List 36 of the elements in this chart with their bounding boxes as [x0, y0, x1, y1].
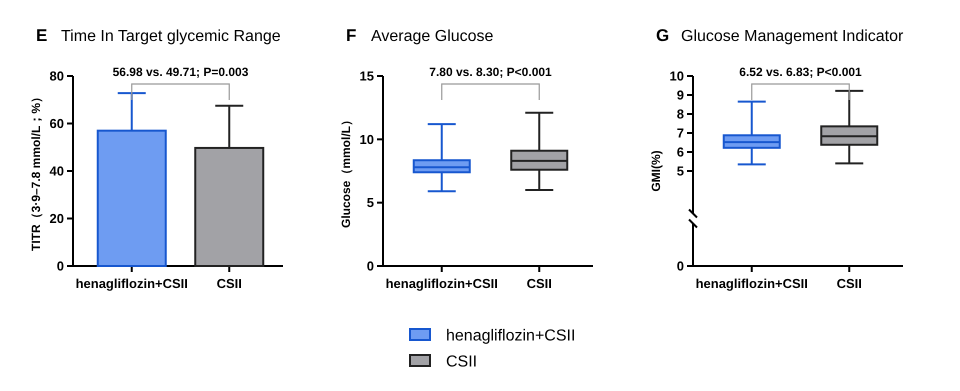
y-tick-label: 9: [676, 88, 684, 103]
text: E: [36, 26, 48, 45]
y-tick-label: 0: [676, 258, 684, 274]
y-tick-label: 10: [670, 68, 684, 84]
chart-title: Average Glucose: [371, 28, 494, 45]
y-tick-label: 80: [50, 68, 64, 84]
chart-title: Time In Target glycemic Range: [61, 28, 281, 45]
y-tick-label: 60: [50, 116, 64, 132]
y-tick-label: 15: [360, 68, 374, 84]
y-tick-label: 5: [366, 195, 374, 210]
y-tick-label: 7: [676, 126, 684, 141]
y-tick-label: 6: [676, 144, 684, 160]
legend-label: henagliflozin+CSII: [446, 328, 576, 345]
y-axis-title: TITR（3·9–7.8 mmol/L；%）: [29, 90, 43, 252]
y-tick-label: 40: [50, 164, 64, 179]
annotation: 7.80 vs. 8.30; P<0.001: [429, 65, 552, 79]
y-tick-label: 10: [360, 132, 374, 147]
y-axis-title: Glucose（mmol/L）: [339, 114, 353, 228]
legend-label: CSII: [446, 354, 478, 371]
x-tick-label: CSII: [216, 276, 242, 291]
y-axis-title: GMI(%): [649, 150, 663, 192]
text: F: [346, 26, 356, 45]
x-tick-label: henagliflozin+CSII: [76, 276, 188, 291]
x-tick-label: CSII: [526, 276, 552, 291]
y-tick-label: 0: [366, 258, 374, 274]
annotation: 6.52 vs. 6.83; P<0.001: [739, 65, 862, 79]
y-tick-label: 5: [676, 164, 684, 179]
annotation: 56.98 vs. 49.71; P=0.003: [112, 65, 249, 79]
text: G: [656, 26, 670, 45]
x-tick-label: CSII: [836, 276, 862, 291]
y-tick-label: 8: [676, 106, 684, 122]
y-tick-label: 0: [56, 258, 64, 274]
x-tick-label: henagliflozin+CSII: [696, 276, 808, 291]
x-tick-label: henagliflozin+CSII: [386, 276, 498, 291]
y-tick-label: 20: [50, 211, 64, 226]
chart-title: Glucose Management Indicator: [681, 28, 904, 45]
